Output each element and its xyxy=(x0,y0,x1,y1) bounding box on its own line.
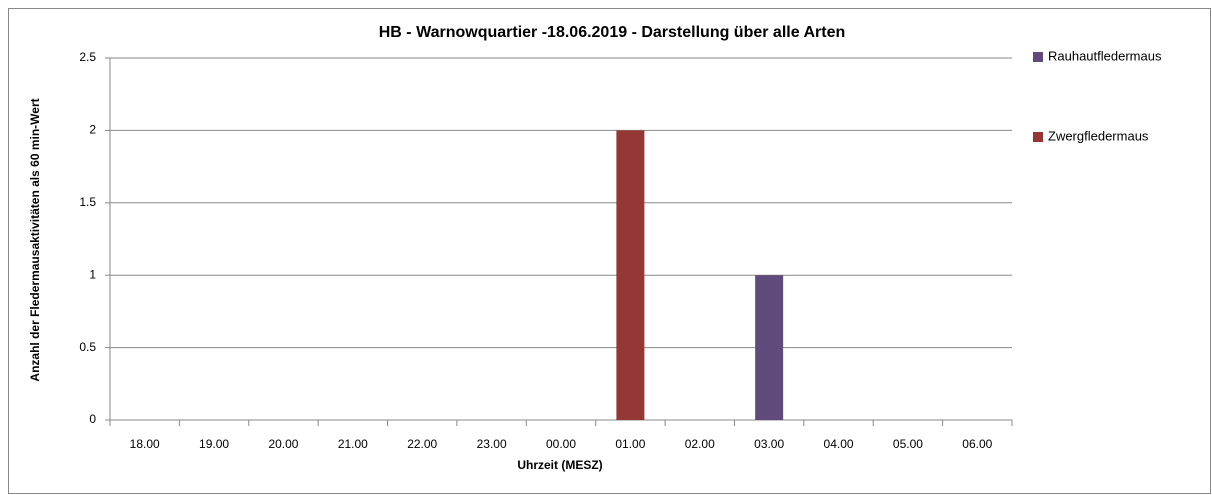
bar xyxy=(755,275,784,420)
bar xyxy=(616,130,645,420)
legend-swatch xyxy=(1033,52,1043,62)
x-tick-label: 21.00 xyxy=(338,437,368,451)
chart-border xyxy=(8,8,1211,494)
y-axis-title: Anzahl der Fledermausaktivitäten als 60 … xyxy=(28,98,42,381)
x-tick-label: 23.00 xyxy=(477,437,507,451)
x-tick-label: 04.00 xyxy=(824,437,854,451)
chart-title: HB - Warnowquartier -18.06.2019 - Darste… xyxy=(379,24,846,41)
y-tick-label: 0 xyxy=(89,412,96,426)
x-tick-label: 00.00 xyxy=(546,437,576,451)
x-tick-label: 01.00 xyxy=(615,437,645,451)
legend-label: Zwergfledermaus xyxy=(1048,128,1149,143)
x-tick-label: 05.00 xyxy=(893,437,923,451)
y-tick-label: 1 xyxy=(89,267,96,281)
x-axis-title: Uhrzeit (MESZ) xyxy=(517,458,602,472)
x-tick-label: 06.00 xyxy=(962,437,992,451)
y-tick-label: 2.5 xyxy=(79,50,96,64)
legend-swatch xyxy=(1033,132,1043,142)
y-tick-label: 1.5 xyxy=(79,195,96,209)
x-tick-label: 19.00 xyxy=(199,437,229,451)
legend-label: Rauhautfledermaus xyxy=(1048,48,1162,63)
x-tick-label: 02.00 xyxy=(685,437,715,451)
x-tick-label: 03.00 xyxy=(754,437,784,451)
x-tick-label: 22.00 xyxy=(407,437,437,451)
y-tick-label: 2 xyxy=(89,123,96,137)
y-tick-label: 0.5 xyxy=(79,340,96,354)
x-tick-label: 18.00 xyxy=(130,437,160,451)
x-tick-label: 20.00 xyxy=(268,437,298,451)
